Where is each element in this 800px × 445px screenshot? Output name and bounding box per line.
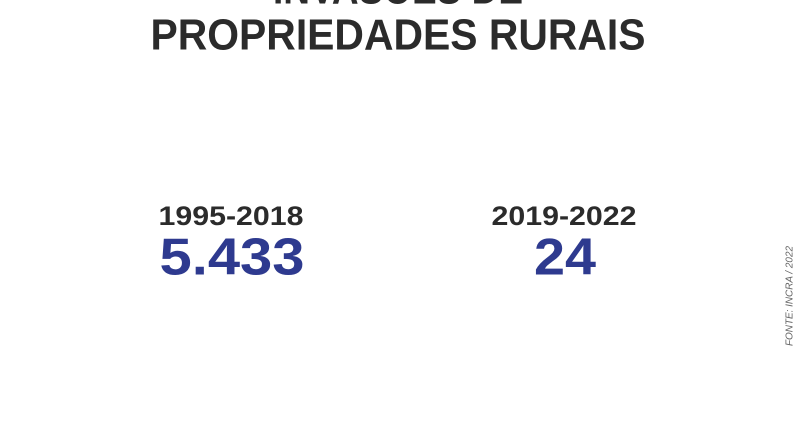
source-note: FONTE: INCRA / 2022: [785, 246, 796, 346]
stat-value: 24: [534, 229, 596, 287]
stat-value: 5.433: [160, 229, 305, 287]
title-line: PROPRIEDADES RURAIS: [151, 11, 646, 60]
title-line: INVASÕES DE: [273, 0, 523, 14]
stat-period: 1995-2018: [159, 201, 304, 231]
stat-period: 2019-2022: [492, 201, 637, 231]
